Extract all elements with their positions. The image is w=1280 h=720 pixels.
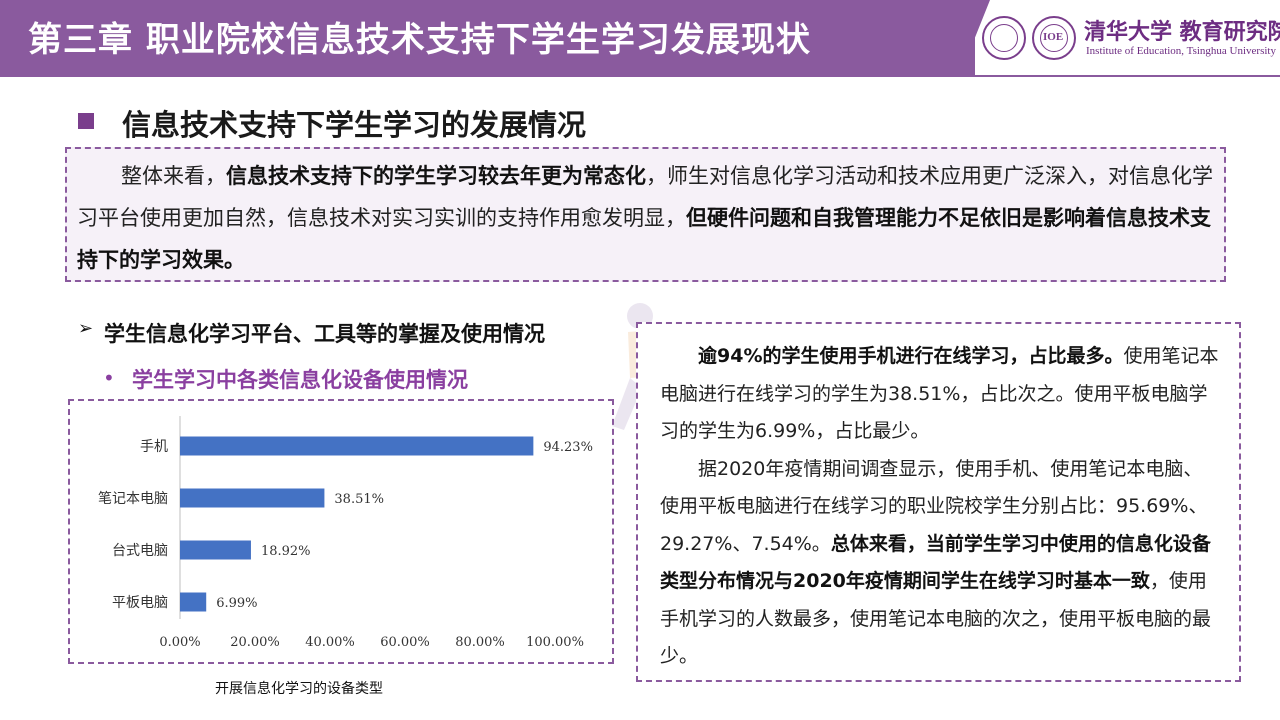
chart-data-label: 38.51% <box>334 492 384 507</box>
summary-part4: 但硬件问题和自我管理能力不足依旧是影响着信息技术支持下的学习效果。 <box>77 206 1211 272</box>
page-title: 第三章 职业院校信息技术支持下学生学习发展现状 <box>28 20 811 60</box>
chart-category-label: 手机 <box>140 439 168 455</box>
analysis-p2-bold: 总体来看，当前学生学习中使用的信息化设备类型分布情况与2020年疫情期间学生在线… <box>660 532 1211 593</box>
section-bullet-icon <box>78 113 94 129</box>
analysis-p1-bold: 逾94%的学生使用手机进行在线学习，占比最多。 <box>698 345 1124 367</box>
chart-caption: 开展信息化学习的设备类型 <box>215 681 383 697</box>
chart-x-tick-label: 0.00% <box>159 635 200 650</box>
institution-subtitle: Institute of Education, Tsinghua Univers… <box>1086 45 1276 57</box>
analysis-paragraph-2: 据2020年疫情期间调查显示，使用手机、使用笔记本电脑、使用平板电脑进行在线学习… <box>660 451 1220 676</box>
chart-bar <box>180 540 251 560</box>
chart-bar <box>180 436 534 456</box>
analysis-p2-start: 据2020年疫情期间调查显示，使用手机、使用笔记本电脑、使用平板电脑进行在线学习… <box>660 457 1208 555</box>
chart-x-tick-label: 20.00% <box>230 635 280 650</box>
subheading-level1: 学生信息化学习平台、工具等的掌握及使用情况 <box>104 322 545 346</box>
subheading-level2: 学生学习中各类信息化设备使用情况 <box>132 368 468 392</box>
chart-data-label: 18.92% <box>261 544 311 559</box>
chart-x-tick-label: 100.00% <box>526 635 584 650</box>
summary-part3: ，师生对信息化学习活动和技术应用更广泛深入，对信息化学习平台使用更加自然，信息技… <box>77 164 1213 230</box>
arrow-bullet-icon: ➢ <box>78 318 94 339</box>
chart-frame <box>68 399 614 664</box>
analysis-paragraph-1: 逾94%的学生使用手机进行在线学习，占比最多。使用笔记本电脑进行在线学习的学生为… <box>660 338 1220 451</box>
analysis-text: 逾94%的学生使用手机进行在线学习，占比最多。使用笔记本电脑进行在线学习的学生为… <box>660 338 1220 676</box>
chart-x-tick-label: 80.00% <box>455 635 505 650</box>
chart-bar <box>180 592 207 612</box>
analysis-box: 逾94%的学生使用手机进行在线学习，占比最多。使用笔记本电脑进行在线学习的学生为… <box>636 322 1241 682</box>
summary-part2: 信息技术支持下的学生学习较去年更为常态化 <box>226 164 646 188</box>
chart-x-tick-label: 60.00% <box>380 635 430 650</box>
ioe-seal-icon: IOE <box>1032 16 1076 60</box>
section-title: 信息技术支持下学生学习的发展情况 <box>122 108 587 142</box>
chart-bar <box>180 488 325 508</box>
analysis-p2-end: ，使用手机学习的人数最多，使用笔记本电脑的次之，使用平板电脑的最少。 <box>660 570 1212 667</box>
chart-data-label: 6.99% <box>216 596 257 611</box>
summary-text: 整体来看，信息技术支持下的学生学习较去年更为常态化，师生对信息化学习活动和技术应… <box>77 155 1217 281</box>
dot-bullet-icon: • <box>103 366 115 390</box>
ioe-mark: IOE <box>1043 31 1064 43</box>
summary-part1: 整体来看， <box>121 164 226 188</box>
tsinghua-seal-icon <box>982 16 1026 60</box>
institution-name: 清华大学 教育研究院 <box>1084 20 1280 45</box>
chart-category-label: 平板电脑 <box>112 595 168 611</box>
header-divider <box>0 75 1280 77</box>
summary-box: 整体来看，信息技术支持下的学生学习较去年更为常态化，师生对信息化学习活动和技术应… <box>65 147 1226 282</box>
chart-category-label: 笔记本电脑 <box>98 491 168 507</box>
chart-x-tick-label: 40.00% <box>305 635 355 650</box>
chart-data-label: 94.23% <box>543 440 593 455</box>
chart-category-label: 台式电脑 <box>112 543 168 559</box>
header-bar <box>0 0 975 75</box>
analysis-p1-rest: 使用笔记本电脑进行在线学习的学生为38.51%，占比次之。使用平板电脑学习的学生… <box>660 345 1219 442</box>
device-usage-bar-chart: 手机 94.23% 笔记本电脑 38.51% 台式电脑 18.92% 平板电脑 6.99% 0.… <box>98 416 593 650</box>
